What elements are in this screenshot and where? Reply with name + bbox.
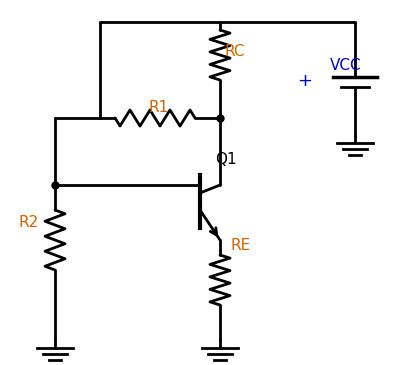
Text: VCC: VCC [330, 58, 361, 73]
Text: R1: R1 [148, 100, 168, 115]
Text: RE: RE [230, 238, 250, 253]
Text: RC: RC [224, 44, 245, 59]
Text: Q1: Q1 [215, 152, 237, 167]
Text: R2: R2 [18, 215, 38, 230]
Text: +: + [297, 72, 312, 90]
